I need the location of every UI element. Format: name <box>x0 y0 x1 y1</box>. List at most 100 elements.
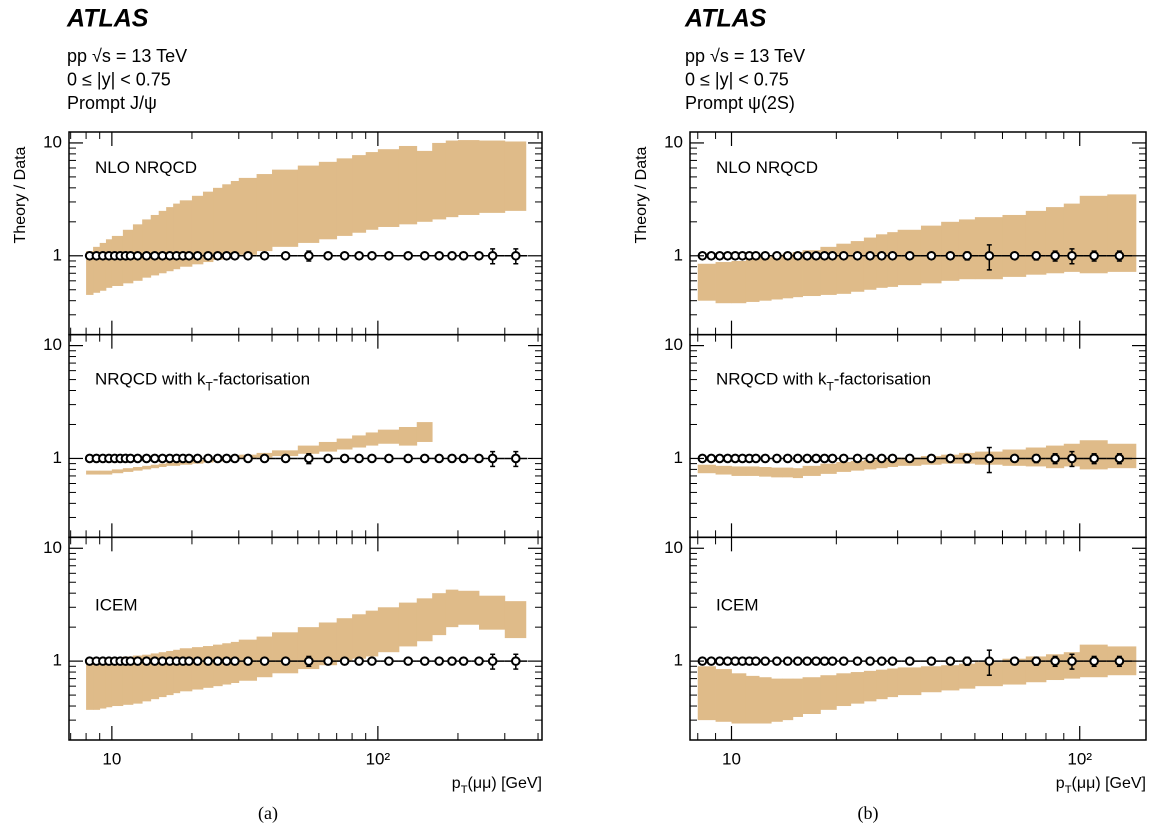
y-tick-label: 1 <box>674 245 683 264</box>
theory-band <box>745 675 760 724</box>
data-point <box>434 250 444 261</box>
theory-band <box>105 239 113 288</box>
data-point <box>403 250 413 261</box>
theory-band <box>850 241 865 292</box>
theory-band <box>876 234 888 288</box>
data-point <box>811 453 821 464</box>
text-part: ICEM <box>95 596 138 615</box>
subscript: T <box>206 380 213 394</box>
data-point <box>792 250 803 261</box>
data-point <box>782 250 793 261</box>
header-line: pp √s = 13 TeV <box>67 46 187 66</box>
panel-frame <box>689 333 1147 539</box>
model-label: ICEM <box>95 596 138 615</box>
theory-band <box>731 673 747 724</box>
data-point <box>1067 453 1077 464</box>
data-point <box>474 250 484 261</box>
caption: (b) <box>858 803 879 824</box>
data-point <box>458 453 469 464</box>
data-point <box>230 656 240 666</box>
data-point <box>876 656 887 666</box>
theory-band <box>1002 214 1027 277</box>
theory-band <box>377 149 400 227</box>
data-point <box>304 656 314 666</box>
theory-band <box>173 203 181 270</box>
data-point <box>419 453 430 464</box>
theory-band <box>93 660 101 710</box>
header-line: Prompt ψ(2S) <box>685 93 795 113</box>
data-point <box>367 453 377 464</box>
theory-band <box>792 678 803 717</box>
data-point <box>339 453 350 464</box>
y-tick-label: 1 <box>53 448 62 467</box>
data-point <box>132 250 143 261</box>
data-point <box>192 250 203 261</box>
data-point <box>384 250 394 261</box>
data-point <box>474 453 484 464</box>
data-point <box>203 656 213 666</box>
subscript: T <box>827 380 834 394</box>
theory-band <box>504 141 527 211</box>
header-line: pp √s = 13 TeV <box>685 46 805 66</box>
theory-band <box>256 174 273 252</box>
data-point <box>962 656 972 666</box>
data-point <box>772 656 782 666</box>
data-point <box>962 453 972 464</box>
theory-band <box>352 435 367 448</box>
model-label: NRQCD with kT-factorisation <box>716 370 931 394</box>
data-point <box>230 250 240 261</box>
theory-band <box>479 140 506 213</box>
data-point <box>511 250 521 261</box>
theory-band <box>297 165 320 243</box>
data-point <box>141 453 152 464</box>
data-point <box>384 656 394 666</box>
data-point <box>1031 250 1042 261</box>
data-point <box>434 656 444 666</box>
theory-band <box>1025 656 1047 683</box>
theory-band <box>99 470 113 475</box>
y-tick-label: 1 <box>53 245 62 264</box>
data-point <box>838 453 849 464</box>
data-point <box>212 250 223 261</box>
theory-band <box>122 656 134 705</box>
data-point <box>1114 453 1125 464</box>
theory-band <box>132 466 143 471</box>
theory-band <box>850 672 865 704</box>
theory-band <box>820 675 837 710</box>
data-point <box>487 453 498 464</box>
data-point <box>304 453 314 464</box>
theory-band <box>86 470 101 475</box>
theory-band <box>863 459 877 470</box>
data-point <box>887 656 898 666</box>
theory-band <box>820 463 837 474</box>
theory-band <box>272 169 299 247</box>
data-point <box>487 250 498 261</box>
theory-band <box>836 673 852 707</box>
theory-band <box>318 441 338 452</box>
data-point <box>838 656 849 666</box>
header-line: 0 ≤ |y| < 0.75 <box>67 69 171 89</box>
theory-band <box>759 677 772 724</box>
data-point <box>367 656 377 666</box>
experiment-title: ATLAS <box>684 5 767 33</box>
theory-band <box>479 595 506 630</box>
data-point <box>403 453 413 464</box>
theory-band <box>782 253 794 299</box>
data-point <box>865 250 875 261</box>
theory-band <box>432 593 447 636</box>
data-point <box>760 453 771 464</box>
theory-band <box>272 632 299 674</box>
data-point <box>403 656 413 666</box>
data-point <box>1067 656 1077 666</box>
theory-band <box>759 466 772 477</box>
header-line: 0 ≤ |y| < 0.75 <box>685 69 789 89</box>
data-point <box>1009 656 1020 666</box>
theory-band <box>142 219 152 278</box>
data-point <box>1114 656 1125 666</box>
data-point <box>1089 453 1099 464</box>
data-point <box>447 250 457 261</box>
theory-band <box>876 669 888 700</box>
data-point <box>354 656 364 666</box>
theory-band <box>150 464 160 469</box>
data-point <box>1089 656 1099 666</box>
